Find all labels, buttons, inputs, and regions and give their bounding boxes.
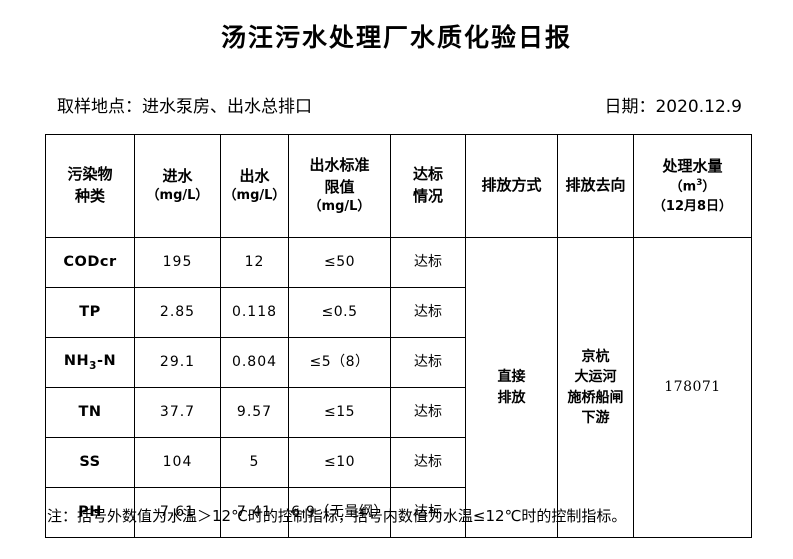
standard-limit-cell: ≤0.5 (288, 287, 391, 338)
pollutant-name-cell: TP (45, 287, 135, 338)
pollutant-name-text: SS (79, 453, 101, 470)
table-row: CODcr 195 12 ≤50 达标 直接 排放 京杭 大运河 施桥船闸 下游… (45, 237, 752, 538)
header-pollutant-line1: 污染物 (67, 165, 113, 184)
pollutant-name-prefix: NH (63, 352, 90, 369)
table-row: NH3-N 29.1 0.804 ≤5（8） 达标 (45, 337, 752, 388)
header-volume-unit: （m3） (635, 177, 750, 197)
influent-value-cell: 7.61 (134, 487, 221, 538)
influent-value-cell: 29.1 (134, 337, 221, 388)
pollutant-name-text: CODcr (63, 253, 117, 270)
pollutant-name-cell: CODcr (45, 237, 135, 288)
pollutant-name-subscript: 3 (89, 359, 97, 372)
header-standard-line1: 出水标准 (309, 155, 370, 174)
header-pollutant-type: 污染物 种类 (45, 134, 135, 238)
header-standard-unit: （mg/L） (308, 199, 371, 215)
table-header-row: 污染物 种类 进水 （mg/L） 出水 （mg/L） 出水标准 限值 （mg/L… (45, 134, 752, 238)
influent-value-cell: 37.7 (134, 387, 221, 438)
influent-value-cell: 104 (134, 437, 221, 488)
volume-unit-open: （m (669, 179, 697, 195)
sample-location-label: 取样地点：进水泵房、出水总排口 (57, 97, 312, 117)
destination-line2: 大运河 (574, 369, 617, 386)
discharge-method-line2: 排放 (497, 389, 526, 406)
standard-limit-cell: 6-9（无量纲） (288, 487, 391, 538)
header-influent-label: 进水 (162, 166, 193, 185)
effluent-value-cell: 0.118 (220, 287, 289, 338)
pollutant-name-cell: PH (45, 487, 135, 538)
header-effluent: 出水 （mg/L） (220, 134, 289, 238)
influent-value-cell: 195 (134, 237, 221, 288)
meta-row: 取样地点：进水泵房、出水总排口 日期：2020.12.9 (45, 92, 750, 118)
status-badge: 达标 (390, 487, 466, 538)
destination-line4: 下游 (581, 409, 610, 426)
header-influent-unit: （mg/L） (146, 188, 209, 204)
standard-limit-cell: ≤15 (288, 387, 391, 438)
standard-limit-cell: ≤10 (288, 437, 391, 488)
footnote-text: 注：括号外数值为水温＞12℃时的控制指标，括号内数值为水温≤12℃时的控制指标。 (47, 507, 627, 525)
discharge-destination-cell: 京杭 大运河 施桥船闸 下游 (557, 237, 634, 538)
page-title: 汤汪污水处理厂水质化验日报 (220, 23, 572, 52)
status-badge: 达标 (390, 437, 466, 488)
effluent-value-cell: 0.804 (220, 337, 289, 388)
standard-limit-cell: ≤50 (288, 237, 391, 288)
volume-unit-superscript: 3 (696, 178, 703, 189)
header-effluent-unit: （mg/L） (223, 188, 286, 204)
pollutant-name-cell: TN (45, 387, 135, 438)
header-treated-volume: 处理水量 （m3） （12月8日） (633, 134, 752, 238)
table-row: SS 104 5 ≤10 达标 (45, 437, 752, 488)
header-influent: 进水 （mg/L） (134, 134, 221, 238)
header-compliance-line1: 达标 (412, 165, 443, 184)
discharge-method-line1: 直接 (497, 369, 526, 386)
table-row: TN 37.7 9.57 ≤15 达标 (45, 387, 752, 438)
water-quality-table: 污染物 种类 进水 （mg/L） 出水 （mg/L） 出水标准 限值 （mg/L… (45, 134, 752, 538)
destination-line3: 施桥船闸 (567, 389, 624, 406)
pollutant-name-cell: SS (45, 437, 135, 488)
pollutant-name-text: TN (78, 403, 102, 420)
header-volume-date: （12月8日） (652, 198, 733, 214)
status-badge: 达标 (390, 337, 466, 388)
header-discharge-destination: 排放去向 (557, 134, 634, 238)
header-effluent-label: 出水 (239, 166, 270, 185)
header-standard-line2: 限值 (324, 177, 355, 196)
pollutant-name-cell: NH3-N (45, 337, 135, 388)
treated-volume-cell: 178071 (633, 237, 752, 538)
status-badge: 达标 (390, 387, 466, 438)
header-discharge-method: 排放方式 (465, 134, 558, 238)
standard-limit-cell: ≤5（8） (288, 337, 391, 388)
status-badge: 达标 (390, 237, 466, 288)
effluent-value-cell: 12 (220, 237, 289, 288)
table-row: TP 2.85 0.118 ≤0.5 达标 (45, 287, 752, 338)
destination-line1: 京杭 (581, 348, 610, 365)
header-pollutant-line2: 种类 (74, 187, 105, 205)
volume-unit-close: ） (702, 179, 716, 195)
table-row: PH 7.61 7.41 6-9（无量纲） 达标 (45, 487, 752, 538)
header-compliance-status: 达标 情况 (390, 134, 466, 238)
effluent-value-cell: 7.41 (220, 487, 289, 538)
pollutant-name-suffix: -N (96, 352, 117, 369)
status-badge: 达标 (390, 287, 466, 338)
pollutant-name-text: PH (78, 503, 102, 520)
effluent-value-cell: 9.57 (220, 387, 289, 438)
report-date-label: 日期：2020.12.9 (604, 97, 742, 117)
discharge-method-cell: 直接 排放 (465, 237, 558, 538)
header-effluent-standard-limit: 出水标准 限值 （mg/L） (288, 134, 391, 238)
pollutant-name-text: TP (79, 303, 101, 320)
header-compliance-line2: 情况 (412, 187, 443, 205)
influent-value-cell: 2.85 (134, 287, 221, 338)
header-volume-line1: 处理水量 (662, 156, 723, 175)
effluent-value-cell: 5 (220, 437, 289, 488)
